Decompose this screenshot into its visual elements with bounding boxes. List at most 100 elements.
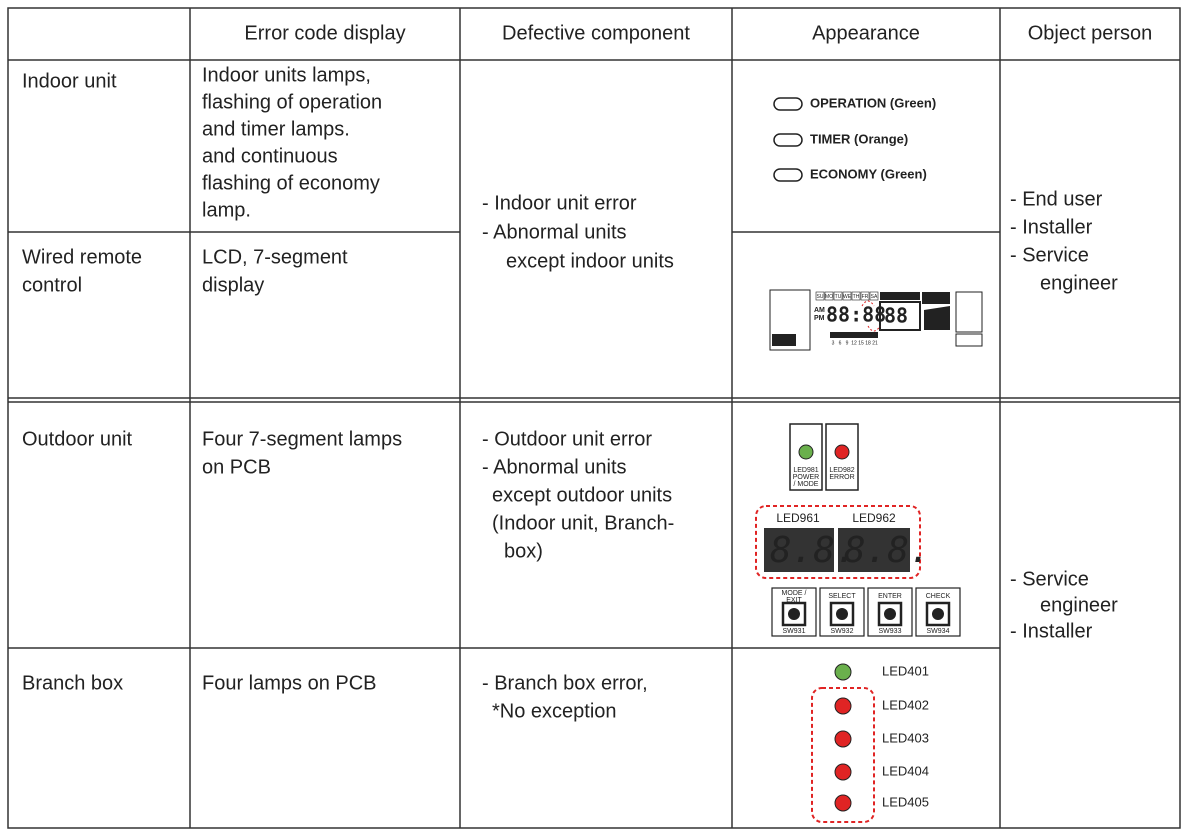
button-knob bbox=[932, 608, 944, 620]
day-box bbox=[815, 291, 825, 301]
defective-component: - Branch box error, bbox=[482, 672, 648, 694]
error-display: Four 7-segment lamps bbox=[202, 428, 402, 450]
table-grid bbox=[8, 8, 1180, 828]
hour-label: 3 bbox=[832, 340, 835, 346]
day-label: TH bbox=[853, 294, 860, 300]
led bbox=[834, 663, 852, 681]
lamp-label: ECONOMY (Green) bbox=[810, 166, 927, 181]
object-person: engineer bbox=[1040, 594, 1118, 616]
day-label: TU bbox=[835, 294, 842, 300]
led-label: LED403 bbox=[882, 730, 929, 745]
defective-component: box) bbox=[504, 540, 543, 562]
led bbox=[834, 763, 852, 781]
button-label: SELECT bbox=[828, 593, 856, 600]
switch-label: SW933 bbox=[879, 628, 902, 635]
switch-label: SW931 bbox=[783, 628, 806, 635]
segment-label: LED962 bbox=[852, 511, 896, 525]
error-display: LCD, 7-segment bbox=[202, 246, 348, 268]
led-label: LED401 bbox=[882, 663, 929, 678]
button-knob bbox=[884, 608, 896, 620]
error-display: and continuous bbox=[202, 145, 338, 167]
pm-label: PM bbox=[814, 315, 825, 322]
hour-label: 12 bbox=[851, 340, 857, 346]
row-name: control bbox=[22, 274, 82, 296]
led-label: LED981 bbox=[793, 467, 818, 474]
led-label: POWER bbox=[793, 474, 819, 481]
defective-component: *No exception bbox=[492, 700, 617, 722]
error-display: display bbox=[202, 274, 264, 296]
error-display: lamp. bbox=[202, 199, 251, 221]
defective-component: except indoor units bbox=[506, 250, 674, 272]
defective-component: - Abnormal units bbox=[482, 456, 627, 478]
object-person: - Installer bbox=[1010, 620, 1093, 642]
lamp-label: TIMER (Orange) bbox=[810, 131, 908, 146]
error-display: on PCB bbox=[202, 456, 271, 478]
error-display: flashing of operation bbox=[202, 91, 382, 113]
day-box bbox=[824, 291, 834, 301]
hour-label: 21 bbox=[872, 340, 878, 346]
hour-label: 9 bbox=[846, 340, 849, 346]
button-knob bbox=[788, 608, 800, 620]
row-name: Outdoor unit bbox=[22, 428, 133, 450]
lamp-label: OPERATION (Green) bbox=[810, 95, 936, 110]
hour-label: 6 bbox=[839, 340, 842, 346]
object-person: - End user bbox=[1010, 188, 1103, 210]
led-label: LED405 bbox=[882, 794, 929, 809]
error-display: Indoor units lamps, bbox=[202, 64, 371, 86]
object-person: - Service bbox=[1010, 244, 1089, 266]
am-label: AM bbox=[814, 307, 825, 314]
object-person: - Installer bbox=[1010, 216, 1093, 238]
header-cell: Object person bbox=[1028, 22, 1153, 44]
hour-label: 18 bbox=[865, 340, 871, 346]
object-person: engineer bbox=[1040, 272, 1118, 294]
header-cell: Appearance bbox=[812, 22, 920, 44]
row-name: Indoor unit bbox=[22, 70, 117, 92]
day-label: FR bbox=[862, 294, 869, 300]
button-knob bbox=[836, 608, 848, 620]
defective-component: (Indoor unit, Branch- bbox=[492, 512, 674, 534]
defective-component: - Abnormal units bbox=[482, 221, 627, 243]
hour-label: 15 bbox=[858, 340, 864, 346]
day-label: SU bbox=[817, 294, 824, 300]
day-box bbox=[851, 291, 861, 301]
day-label: SA bbox=[871, 294, 878, 300]
led-label: LED982 bbox=[829, 467, 854, 474]
led-label: ERROR bbox=[829, 474, 854, 481]
day-box bbox=[833, 291, 843, 301]
led-label: / MODE bbox=[794, 481, 819, 488]
day-box bbox=[842, 291, 852, 301]
row-name: Branch box bbox=[22, 672, 123, 694]
object-person: - Service bbox=[1010, 568, 1089, 590]
branch-pcb bbox=[811, 687, 875, 823]
header-cell: Defective component bbox=[502, 22, 690, 44]
led-label: LED402 bbox=[882, 697, 929, 712]
day-label: MO bbox=[825, 294, 833, 300]
day-box bbox=[860, 291, 870, 301]
switch-label: SW934 bbox=[927, 628, 950, 635]
segment-label: LED961 bbox=[776, 511, 820, 525]
switch-label: SW932 bbox=[831, 628, 854, 635]
day-label: WE bbox=[843, 294, 852, 300]
svg-text:88:88: 88:88 bbox=[826, 303, 886, 327]
led-label: LED404 bbox=[882, 763, 929, 778]
button-label: ENTER bbox=[878, 593, 902, 600]
defective-component: except outdoor units bbox=[492, 484, 672, 506]
svg-text:8.8.: 8.8. bbox=[844, 530, 931, 571]
button-label: CHECK bbox=[926, 593, 951, 600]
error-display: and timer lamps. bbox=[202, 118, 350, 140]
error-display: flashing of economy bbox=[202, 172, 380, 194]
header-cell: Error code display bbox=[244, 22, 405, 44]
table-border bbox=[7, 7, 1181, 829]
svg-text:8.8.: 8.8. bbox=[770, 530, 857, 571]
led bbox=[834, 730, 852, 748]
svg-text:88: 88 bbox=[884, 304, 908, 328]
led bbox=[834, 794, 852, 812]
button-label: MODE / bbox=[782, 590, 807, 597]
error-display: Four lamps on PCB bbox=[202, 672, 377, 694]
outdoor-pcb: 8.8.8.8. bbox=[755, 423, 931, 579]
indoor-lamps bbox=[773, 97, 803, 182]
button-label: EXIT bbox=[786, 597, 802, 604]
defective-component: - Outdoor unit error bbox=[482, 428, 652, 450]
